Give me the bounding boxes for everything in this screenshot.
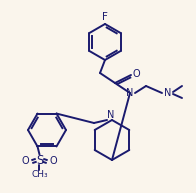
Text: F: F [102, 12, 108, 22]
Text: N: N [164, 88, 172, 98]
Text: N: N [107, 110, 115, 120]
Text: CH₃: CH₃ [31, 170, 48, 179]
Text: N: N [126, 88, 134, 98]
Text: O: O [22, 157, 29, 166]
Text: O: O [50, 157, 57, 166]
Text: S: S [36, 154, 43, 167]
Text: O: O [132, 69, 140, 79]
